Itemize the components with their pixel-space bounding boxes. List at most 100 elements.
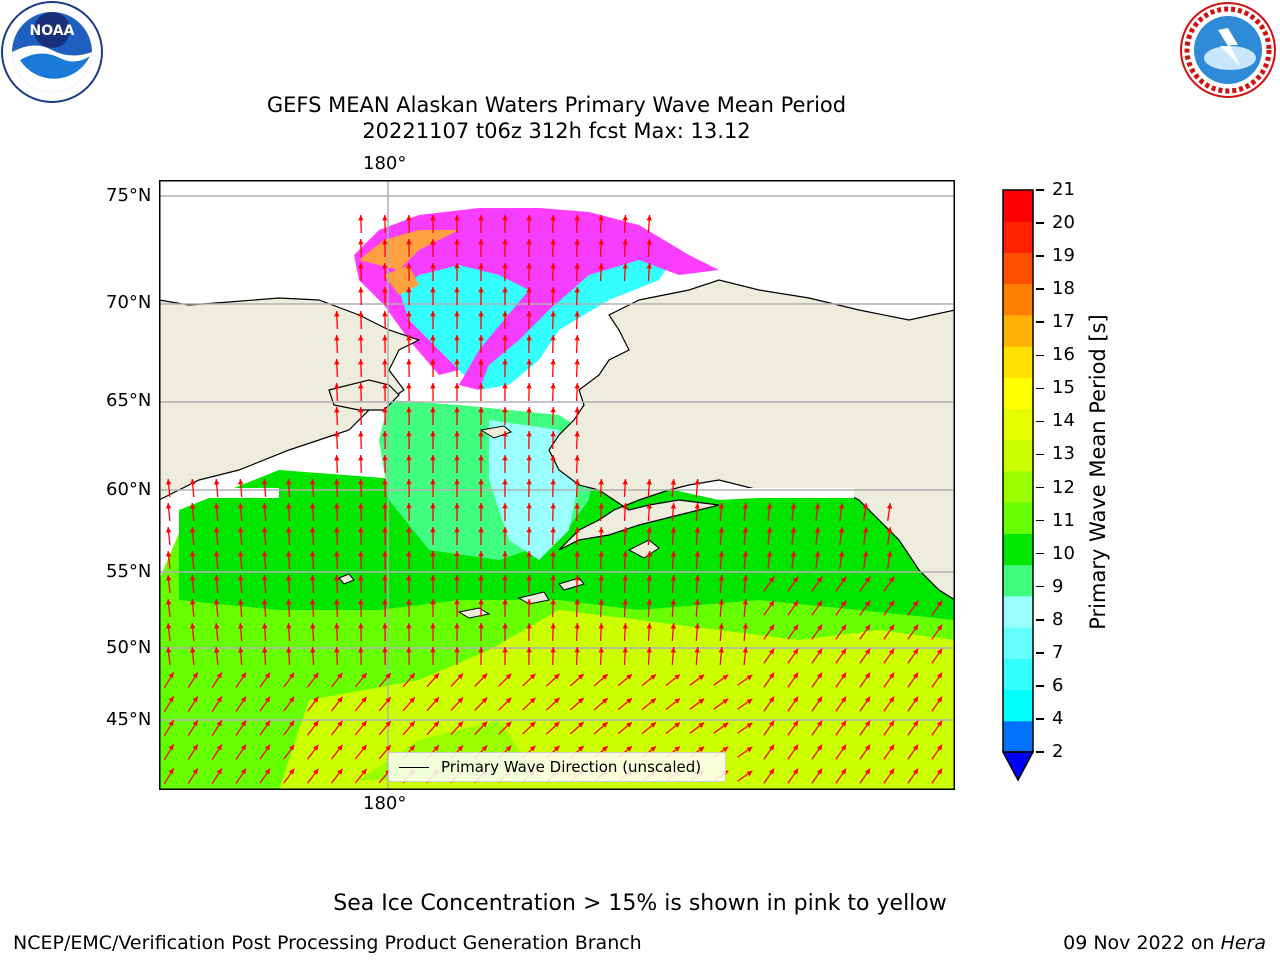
wave-arrow-head [816, 648, 823, 655]
wave-arrow-head [646, 623, 652, 629]
wave-arrow-head [481, 745, 488, 752]
wave-arrow-head [406, 359, 412, 365]
wave-arrow-head [526, 215, 532, 221]
wave-arrow-head [478, 359, 484, 365]
colorbar-tick-label: 12 [1052, 476, 1075, 498]
wave-arrow-head [526, 431, 532, 437]
wave-arrow-head [529, 721, 536, 728]
wave-arrow-head [674, 674, 681, 680]
wave-arrow-head [406, 407, 412, 413]
wave-arrow-head [337, 768, 343, 775]
wave-arrow-head [526, 575, 532, 581]
wave-arrow-head [502, 287, 508, 293]
wave-arrow-head [334, 455, 340, 461]
wave-arrow-head [502, 647, 508, 653]
wave-arrow-head [382, 287, 388, 293]
wave-arrow-head [816, 624, 823, 631]
colorbar-tick-mark [1036, 718, 1044, 720]
colorbar-tick-label: 7 [1052, 641, 1064, 663]
wave-arrow-head [358, 311, 364, 317]
wave-arrow-head [478, 599, 484, 605]
wave-arrow-head [553, 697, 560, 704]
wave-arrow-head [334, 527, 340, 533]
wave-arrow-head [840, 696, 847, 703]
sea-ice-orange-2 [384, 265, 419, 295]
wave-arrow-head [214, 551, 220, 557]
wave-arrow-head [165, 623, 172, 629]
wave-arrow-head [598, 599, 604, 605]
wave-arrow-head [334, 431, 340, 437]
wave-arrow-head [526, 503, 532, 509]
wave-arrow-head [574, 263, 580, 269]
land-alaska [548, 279, 955, 601]
wave-arrow-head [722, 674, 729, 681]
colorbar-tick-label: 13 [1052, 443, 1075, 465]
wave-arrow-head [189, 575, 196, 581]
land-siberia [159, 297, 421, 501]
wave-arrow-head [238, 623, 244, 629]
wave-arrow-head [838, 527, 845, 533]
wave-arrow-head [792, 672, 799, 679]
wave-arrow-head [334, 551, 340, 557]
colorbar-segment [1003, 720, 1033, 753]
wave-arrow-head [430, 311, 436, 317]
wave-arrow-head [502, 359, 508, 365]
wave-arrow-head [358, 479, 364, 485]
wave-arrow-head [334, 407, 340, 413]
wave-arrow-head [526, 455, 532, 461]
legend-label: Primary Wave Direction (unscaled) [441, 758, 702, 776]
wave-arrow-head [334, 623, 340, 629]
wave-arrow-head [650, 746, 656, 752]
wave-arrow-head [430, 599, 436, 605]
wave-arrow-head [526, 311, 532, 317]
wave-arrow-head [240, 696, 246, 703]
wave-arrow-head [478, 527, 484, 533]
wave-arrow-head [286, 551, 292, 557]
colorbar-segment [1003, 252, 1033, 285]
wave-arrow-head [216, 696, 222, 703]
wave-arrow-head [192, 672, 198, 679]
wave-arrow-head [454, 239, 460, 245]
wave-arrow-head [454, 527, 460, 533]
colorbar-tick-mark [1036, 222, 1044, 224]
wave-arrow-head [840, 648, 847, 655]
chart-title-line2: 20221107 t06z 312h fcst Max: 13.12 [362, 119, 751, 143]
wave-arrow-head [481, 697, 488, 704]
colorbar-tick-label: 15 [1052, 377, 1075, 399]
wave-arrow-head [334, 479, 340, 485]
colorbar-tick-mark [1036, 652, 1044, 654]
wave-arrow-head [674, 722, 681, 728]
wave-arrow-head [189, 527, 196, 533]
wave-arrow-head [792, 696, 799, 703]
colorbar-tick-mark [1036, 519, 1044, 522]
wave-arrow-head [550, 503, 556, 509]
wave-arrow-head [478, 263, 484, 269]
wave-arrow-head [694, 527, 700, 533]
wave-arrow-head [602, 722, 608, 728]
wave-arrow-head [406, 647, 412, 653]
wave-arrow-head [406, 479, 412, 485]
wave-arrow-head [454, 623, 460, 629]
wave-arrow-head [334, 647, 340, 653]
wave-arrow-head [718, 599, 724, 605]
credit-text: NCEP/EMC/Verification Post Processing Pr… [13, 932, 642, 954]
wave-arrow-head [718, 575, 724, 581]
wave-arrow-head [742, 623, 749, 629]
wave-arrow-head [240, 744, 246, 751]
wave-arrow-head [240, 768, 246, 775]
wave-arrow-head [598, 263, 604, 269]
wave-arrow-head [912, 696, 919, 703]
wave-arrow-head [430, 479, 436, 485]
wave-arrow-head [358, 215, 364, 221]
wave-arrow-head [457, 673, 464, 680]
wave-arrow-head [478, 431, 484, 437]
wave-arrow-head [574, 311, 580, 317]
wave-arrow-head [650, 722, 656, 728]
wave-arrow-head [646, 263, 652, 269]
wave-arrow-head [742, 503, 749, 509]
mask-band-west [189, 488, 279, 498]
wave-arrow-head [936, 768, 943, 775]
wave-arrow-head [382, 383, 388, 389]
wave-arrow-head [622, 575, 628, 581]
wave-arrow-head [358, 383, 364, 389]
